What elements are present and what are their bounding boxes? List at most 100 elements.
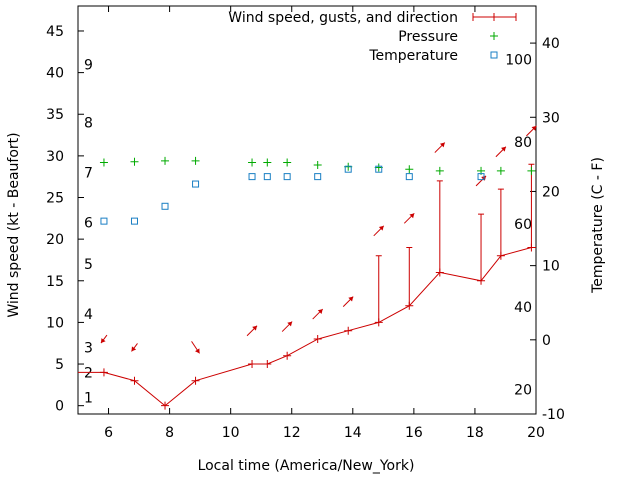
pressure-point — [405, 165, 414, 174]
wind-arrow-head — [439, 142, 445, 148]
pressure-point — [99, 158, 108, 167]
fahrenheit-label: 60 — [514, 217, 532, 233]
y-axis-label-left: Wind speed (kt - Beaufort) — [6, 132, 22, 317]
pressure-point — [263, 158, 272, 167]
x-tick-label: 20 — [527, 425, 545, 441]
wind-speed-point — [283, 351, 292, 360]
pressure-point — [435, 166, 444, 175]
wind-gust-bar — [528, 163, 535, 248]
beaufort-label: 6 — [84, 215, 93, 231]
pressure-point — [248, 158, 257, 167]
temperature-point — [477, 173, 485, 181]
wind-direction-arrow — [526, 125, 537, 137]
wind-arrow-head — [409, 213, 415, 219]
pressure-point — [130, 157, 139, 166]
wind-arrow-head — [287, 321, 293, 327]
wind-direction-arrow — [281, 321, 293, 332]
y-left-tick-label: 35 — [46, 107, 64, 123]
wind-speed-point — [263, 360, 272, 369]
wind-direction-arrow — [246, 325, 258, 337]
wind-gust-bar — [478, 213, 485, 281]
beaufort-label: 7 — [84, 166, 93, 182]
fahrenheit-label: 40 — [514, 300, 532, 316]
y-right-tick-label: 10 — [542, 259, 560, 275]
y-left-tick-label: 0 — [55, 399, 64, 415]
pressure-point — [496, 166, 505, 175]
y-right-tick-label: 20 — [542, 184, 560, 200]
x-tick-label: 12 — [283, 425, 301, 441]
fahrenheit-label: 100 — [505, 52, 532, 68]
temperature-point — [314, 173, 322, 181]
wind-direction-arrow — [342, 296, 354, 307]
y-right-tick-label: 0 — [542, 333, 551, 349]
temperature-point — [100, 217, 108, 225]
temperature-point — [192, 180, 200, 188]
fahrenheit-scale: 20 40 60 80 100 — [505, 52, 532, 398]
wind-direction-arrow — [495, 146, 507, 158]
legend: Wind speed, gusts, and direction Pressure… — [228, 10, 517, 64]
x-axis-label: Local time (America/New_York) — [198, 458, 415, 474]
wind-direction-arrow — [312, 308, 324, 320]
wind-direction-arrow — [131, 343, 138, 352]
y-right-tick-label: -10 — [542, 407, 565, 423]
y-left-tick-label: 10 — [46, 315, 64, 331]
fahrenheit-label: 20 — [514, 383, 532, 399]
plot-frame — [77, 5, 537, 415]
y-left-tick-label: 30 — [46, 149, 64, 165]
beaufort-label: 4 — [84, 307, 93, 323]
y-right-tick-label: 40 — [542, 36, 560, 52]
legend-label: Temperature — [368, 48, 458, 64]
pressure-point — [161, 156, 170, 165]
x-tick-label: 18 — [466, 425, 484, 441]
pressure-point — [283, 158, 292, 167]
y-left-tick-label: 25 — [46, 191, 64, 207]
legend-marker-pressure — [490, 32, 498, 40]
wind-arrow-head — [195, 348, 200, 354]
pressure-point — [313, 161, 322, 170]
wind-direction-arrow — [434, 142, 446, 153]
y-left-tick-label: 15 — [46, 274, 64, 290]
x-tick-label: 8 — [165, 425, 174, 441]
y-axis-label-right: Temperature (C - F) — [590, 157, 606, 294]
wind-gust-bar — [436, 180, 443, 273]
wind-speed-point — [248, 360, 257, 369]
pressure-point — [527, 166, 536, 175]
x-tick-label: 16 — [405, 425, 423, 441]
y-right-tick-label: 30 — [542, 110, 560, 126]
wind-direction-arrow — [373, 225, 385, 237]
axis-ticks: 6 8 10 12 14 16 18 20051015202530354045-1001020… — [46, 6, 565, 441]
beaufort-label: 2 — [84, 365, 93, 381]
y-left-tick-label: 5 — [55, 357, 64, 373]
temperature-point — [263, 173, 271, 181]
wind-speed-line — [78, 247, 536, 407]
wind-speed-point — [191, 376, 200, 385]
wind-speed-point — [313, 335, 322, 344]
wind-gust-bar — [497, 188, 504, 256]
wind-speed-point — [161, 401, 170, 410]
fahrenheit-label: 80 — [514, 135, 532, 151]
temperature-point — [130, 217, 138, 225]
temperature-point — [161, 202, 169, 210]
temperature-point — [405, 173, 413, 181]
wind-arrow-head — [501, 146, 506, 152]
wind-arrow-head — [531, 125, 537, 131]
wind-direction-arrow — [403, 212, 415, 224]
temperature-point — [344, 165, 352, 173]
legend-marker-wind — [490, 13, 498, 21]
wind-arrow-head — [252, 325, 258, 331]
legend-label: Wind speed, gusts, and direction — [228, 10, 458, 26]
legend-caps-wind — [472, 13, 517, 21]
wind-arrow-head — [317, 309, 323, 314]
beaufort-label: 9 — [84, 57, 93, 73]
y-left-tick-label: 40 — [46, 66, 64, 82]
wind-arrow-head — [100, 338, 106, 344]
x-tick-label: 6 — [104, 425, 113, 441]
wind-direction-arrow — [100, 334, 108, 344]
temperature-point — [248, 173, 256, 181]
temperature-point — [283, 173, 291, 181]
temperature-point — [375, 165, 383, 173]
wind-arrow-head — [378, 225, 384, 231]
wind-arrow-head — [348, 296, 354, 302]
wind-speed-point — [344, 326, 353, 335]
